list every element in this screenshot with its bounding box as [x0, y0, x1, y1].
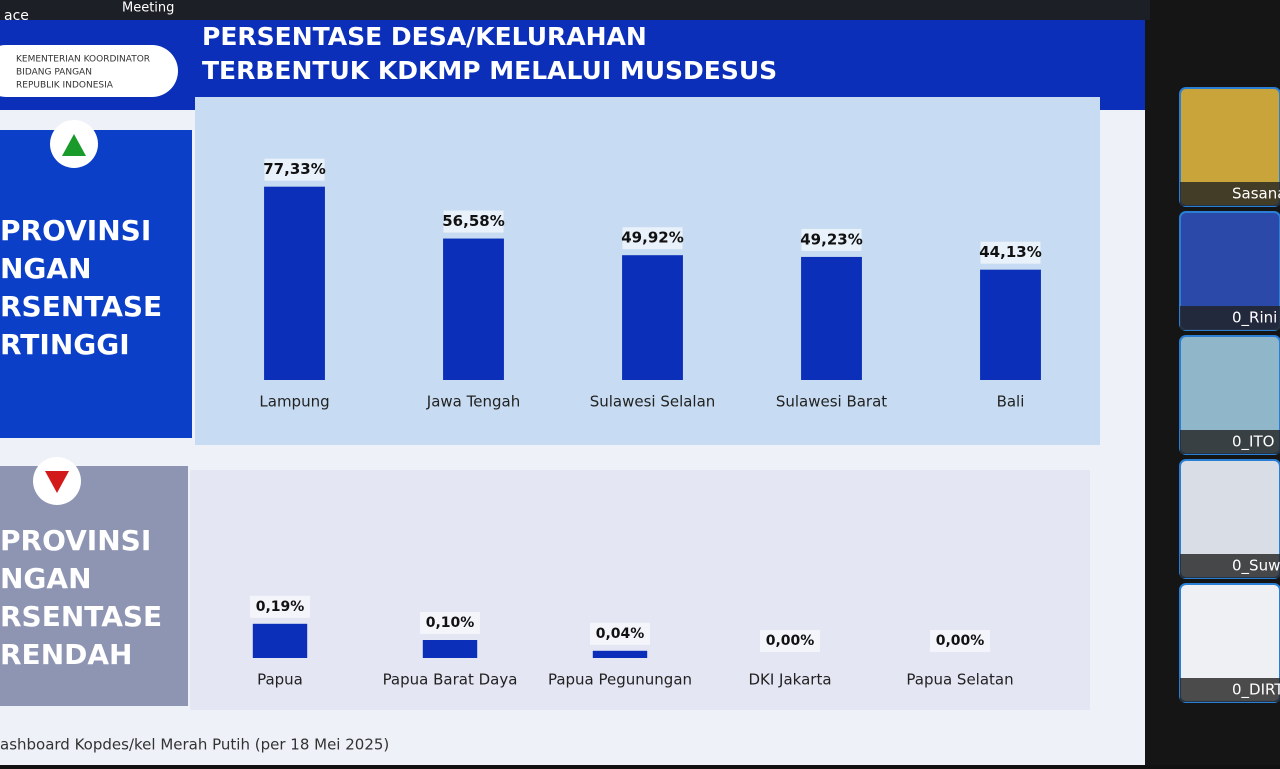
source-note: ashboard Kopdes/kel Merah Putih (per 18 …: [0, 736, 389, 754]
name-bar: [1180, 182, 1280, 206]
top-panel: [0, 130, 192, 438]
bottom-chart-area: [190, 470, 1090, 710]
category-label: Sulawesi Selalan: [590, 393, 716, 411]
value-label-bg: [420, 612, 480, 634]
value-label-bg: [930, 630, 990, 652]
category-label: Jawa Tengah: [426, 393, 520, 411]
slide-header: [0, 20, 1145, 110]
bar: [443, 238, 504, 380]
category-label: Papua Barat Daya: [383, 671, 518, 689]
category-label: Papua Selatan: [906, 671, 1013, 689]
participant-name: 0_Rini: [1232, 309, 1277, 328]
panel-text: RENDAH: [0, 638, 132, 671]
participant-name: 0_DIRT: [1232, 681, 1280, 700]
bar: [622, 255, 683, 380]
value-label-bg: [250, 595, 310, 618]
panel-text: PROVINSI: [0, 524, 151, 557]
org-badge: [0, 45, 178, 97]
category-label: Papua: [257, 671, 303, 689]
bar: [264, 186, 325, 380]
value-label: 44,13%: [979, 243, 1041, 261]
name-bar: [1180, 554, 1280, 578]
category-label: Papua Pegunungan: [548, 671, 692, 689]
value-label: 49,92%: [621, 229, 683, 247]
value-label-bg: [980, 241, 1041, 264]
value-label-bg: [590, 622, 650, 645]
bar: [980, 269, 1041, 380]
name-bar: [1180, 678, 1280, 702]
name-bar: [1180, 430, 1280, 454]
value-label: 0,04%: [596, 626, 645, 642]
org-line: REPUBLIK INDONESIA: [16, 81, 114, 91]
value-label: 56,58%: [442, 212, 504, 230]
value-label-bg: [443, 210, 504, 233]
value-label-bg: [760, 630, 820, 652]
bar: [252, 623, 308, 658]
org-line: BIDANG PANGAN: [16, 68, 92, 78]
value-label-bg: [801, 228, 862, 251]
down-arrow: [45, 471, 69, 493]
slide-title: PERSENTASE DESA/KELURAHAN: [202, 22, 647, 51]
category-label: Lampung: [259, 393, 329, 411]
panel-text: RTINGGI: [0, 328, 130, 361]
category-label: Sulawesi Barat: [776, 393, 887, 411]
panel-texts: PROVINSI NGAN RSENTASE RTINGGI PROVINSI NGAN R…: [0, 214, 162, 671]
panel-text: RSENTASE: [0, 600, 162, 633]
participant-name: Sasana B: [1232, 185, 1280, 203]
panel-text: NGAN: [0, 252, 92, 285]
meeting-label[interactable]: Meeting: [122, 1, 174, 16]
bottom-panel: [0, 466, 188, 706]
top-bar: [0, 0, 1150, 20]
panel-text: RSENTASE: [0, 290, 162, 323]
participant-name: 0_ITO: [1232, 433, 1274, 452]
value-label: 0,00%: [766, 633, 815, 649]
value-label-bg: [264, 158, 325, 181]
participants: Sasana B 0_Rini 0_ITO 0_Suw 0_DIRT: [1179, 87, 1280, 703]
category-label: DKI Jakarta: [748, 671, 831, 689]
charts: 77,33% Lampung 56,58% Jawa Tengah 49,92% Sula…: [250, 158, 1042, 689]
slide-title: TERBENTUK KDKMP MELALUI MUSDESUS: [202, 56, 777, 85]
up-arrow: [62, 134, 86, 156]
value-label: 0,10%: [426, 615, 475, 631]
bar: [801, 256, 862, 380]
panel-text: PROVINSI: [0, 214, 151, 247]
bar: [422, 640, 478, 658]
bar: [592, 650, 648, 658]
value-label: 0,00%: [936, 633, 985, 649]
panel-text: NGAN: [0, 562, 92, 595]
value-label: 77,33%: [263, 160, 325, 178]
category-label: Bali: [997, 393, 1025, 411]
org-line: KEMENTERIAN KOORDINATOR: [16, 55, 150, 65]
name-bar: [1180, 306, 1280, 330]
value-label-bg: [622, 227, 683, 250]
value-label: 0,19%: [256, 599, 305, 615]
participant-name: 0_Suw: [1232, 557, 1280, 576]
value-label: 49,23%: [800, 230, 862, 248]
